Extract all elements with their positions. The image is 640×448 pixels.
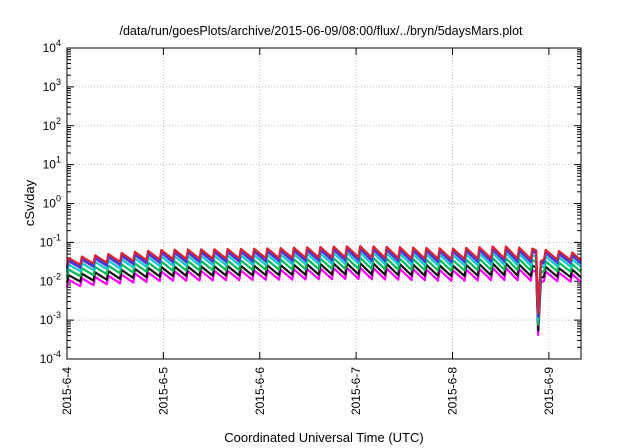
y-tick-label: 10-3 bbox=[40, 310, 61, 327]
y-tick-label: 10-2 bbox=[40, 271, 61, 288]
y-axis-label: cSv/day bbox=[22, 179, 37, 226]
x-tick-label: 2015-6-5 bbox=[156, 367, 170, 415]
plot-frame bbox=[66, 47, 582, 360]
y-tick-label: 100 bbox=[43, 194, 61, 211]
series-line bbox=[65, 245, 582, 315]
series-line bbox=[65, 266, 582, 336]
x-tick-label: 2015-6-7 bbox=[349, 367, 363, 415]
y-tick-label: 103 bbox=[43, 77, 61, 94]
y-tick-label: 10-1 bbox=[40, 232, 61, 249]
y-axis-ticks: 10-4 10-3 10-2 10-1 100 101 102 103 104 bbox=[40, 38, 581, 366]
x-tick-label: 2015-6-6 bbox=[253, 367, 267, 415]
y-tick-label: 104 bbox=[43, 38, 61, 55]
plot-series bbox=[65, 245, 582, 336]
x-axis-ticks: 2015-6-4 2015-6-5 2015-6-6 2015-6-7 2015-6-8… bbox=[60, 48, 556, 415]
y-tick-label: 101 bbox=[43, 155, 61, 172]
chart-title: /data/run/goesPlots/archive/2015-06-09/0… bbox=[119, 24, 523, 38]
x-tick-label: 2015-6-4 bbox=[60, 367, 74, 415]
y-tick-label: 10-4 bbox=[40, 349, 61, 366]
x-tick-label: 2015-6-8 bbox=[446, 367, 460, 415]
grid bbox=[67, 48, 581, 359]
y-tick-label: 102 bbox=[43, 116, 61, 133]
x-axis-label: Coordinated Universal Time (UTC) bbox=[224, 430, 423, 445]
x-tick-label: 2015-6-9 bbox=[542, 367, 556, 415]
